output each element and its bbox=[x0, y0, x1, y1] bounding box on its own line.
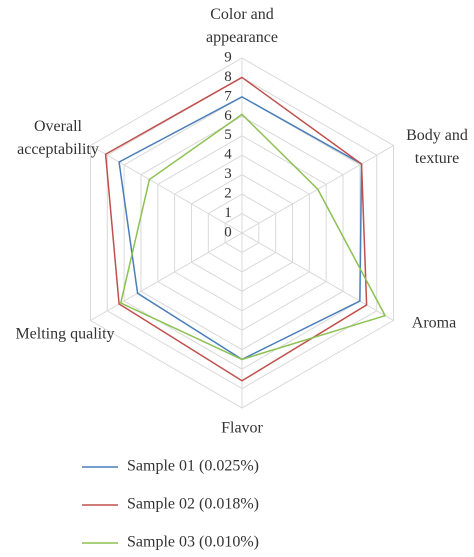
series-line bbox=[104, 76, 368, 382]
r-tick-label: 4 bbox=[224, 147, 232, 163]
category-label: Overall acceptability bbox=[17, 118, 99, 158]
r-tick-label: 3 bbox=[224, 166, 232, 182]
r-tick-label: 8 bbox=[224, 69, 232, 85]
r-tick-label: 7 bbox=[224, 88, 232, 104]
spoke bbox=[241, 232, 394, 321]
legend-label: Sample 03 (0.010%) bbox=[127, 534, 259, 551]
series-line bbox=[119, 113, 387, 361]
category-label: Body and texture bbox=[406, 127, 468, 167]
legend-label: Sample 01 (0.025%) bbox=[127, 458, 259, 475]
r-tick-label: 1 bbox=[224, 205, 232, 221]
category-label: Aroma bbox=[411, 314, 457, 332]
category-label: Flavor bbox=[221, 419, 263, 437]
category-label: Melting quality bbox=[15, 325, 115, 343]
r-tick-label: 0 bbox=[224, 224, 232, 240]
r-tick-label: 2 bbox=[224, 186, 232, 202]
spoke bbox=[90, 232, 243, 321]
r-tick-label: 5 bbox=[224, 127, 232, 143]
category-label: Color and appearance bbox=[206, 6, 278, 46]
legend-label: Sample 02 (0.018%) bbox=[127, 496, 259, 513]
spoke bbox=[90, 145, 243, 234]
r-tick-label: 6 bbox=[224, 108, 232, 124]
r-tick-label: 9 bbox=[224, 49, 232, 65]
